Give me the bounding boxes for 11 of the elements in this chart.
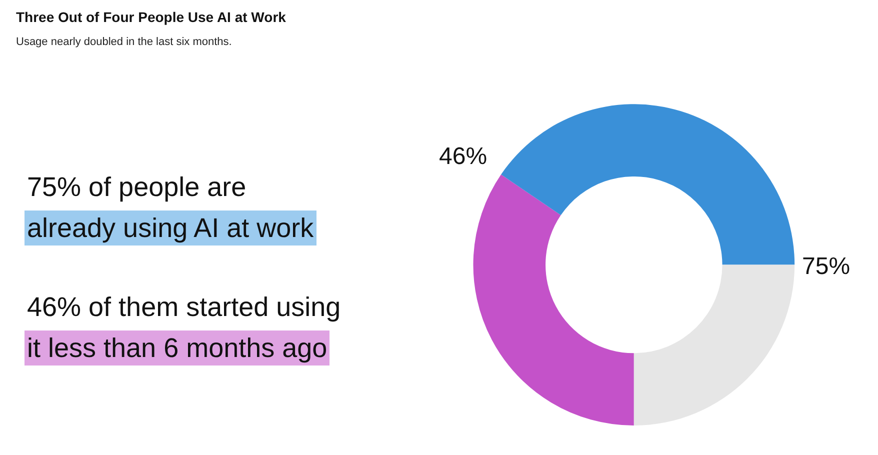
text: 46% of them started using (27, 292, 341, 322)
text: Usage nearly doubled in the last six months. (16, 36, 232, 48)
text: 75% (802, 253, 850, 280)
donut-slice (634, 264, 795, 426)
donut-slice (501, 104, 795, 265)
text: 75% of people are (27, 172, 246, 202)
text: it less than 6 months ago (27, 333, 328, 363)
donut-slice (473, 174, 634, 426)
text: 46% (439, 143, 488, 170)
text: already using AI at work (27, 213, 314, 243)
text: Three Out of Four People Use AI at Work (16, 9, 286, 25)
